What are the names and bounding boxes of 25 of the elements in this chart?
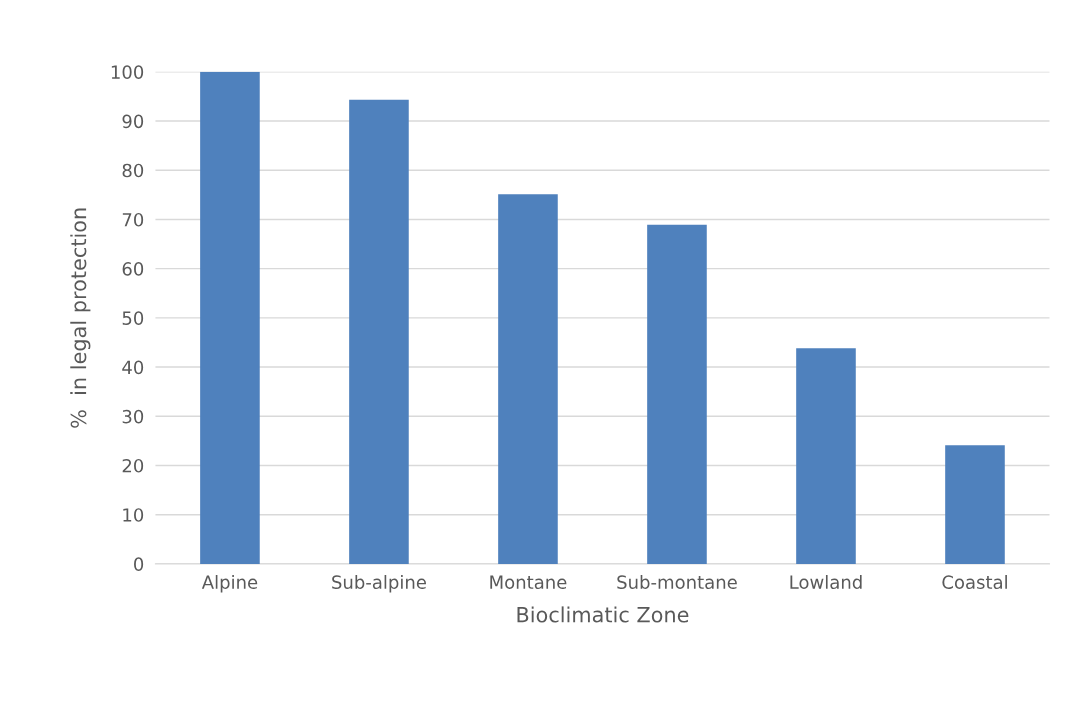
x-tick-label: Sub-alpine (332, 575, 426, 593)
x-tick-label: Coastal (942, 575, 1007, 589)
y-tick-label: 50 (122, 311, 144, 325)
x-tick-label: Lowland (790, 575, 862, 589)
y-tick-label: 100 (111, 65, 144, 79)
y-tick-label: 80 (122, 163, 144, 178)
y-tick-label: 40 (122, 360, 144, 375)
bar (200, 71, 260, 564)
bar (796, 348, 856, 564)
y-tick-label: 30 (122, 409, 144, 424)
y-axis-title: % in legal protection (70, 208, 91, 428)
bar (945, 445, 1005, 564)
x-axis-title: Bioclimatic Zone (517, 606, 689, 623)
y-tick-label: 0 (134, 557, 144, 572)
y-tick-label: 70 (122, 212, 144, 227)
y-tick-label: 20 (122, 458, 144, 473)
x-tick-label: Montane (490, 575, 567, 589)
bar (647, 224, 707, 564)
x-tick-label: Alpine (201, 575, 258, 593)
x-tick-label: Sub-montane (617, 575, 737, 589)
bar (349, 99, 409, 564)
y-tick-label: 10 (123, 508, 144, 522)
y-tick-label: 90 (122, 114, 144, 129)
bar (498, 194, 558, 564)
y-tick-label: 60 (122, 262, 144, 276)
